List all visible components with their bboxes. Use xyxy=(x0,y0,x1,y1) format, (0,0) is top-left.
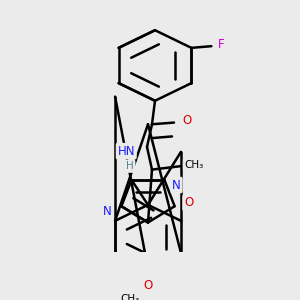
Text: N: N xyxy=(172,178,181,191)
Text: HN: HN xyxy=(118,145,135,158)
Text: H: H xyxy=(126,161,134,171)
Text: O: O xyxy=(182,114,192,128)
Text: O: O xyxy=(184,196,193,209)
Text: CH₃: CH₃ xyxy=(120,294,140,300)
Text: F: F xyxy=(218,38,225,51)
Text: O: O xyxy=(143,279,153,292)
Text: CH₃: CH₃ xyxy=(184,160,204,170)
Text: N: N xyxy=(103,205,112,218)
